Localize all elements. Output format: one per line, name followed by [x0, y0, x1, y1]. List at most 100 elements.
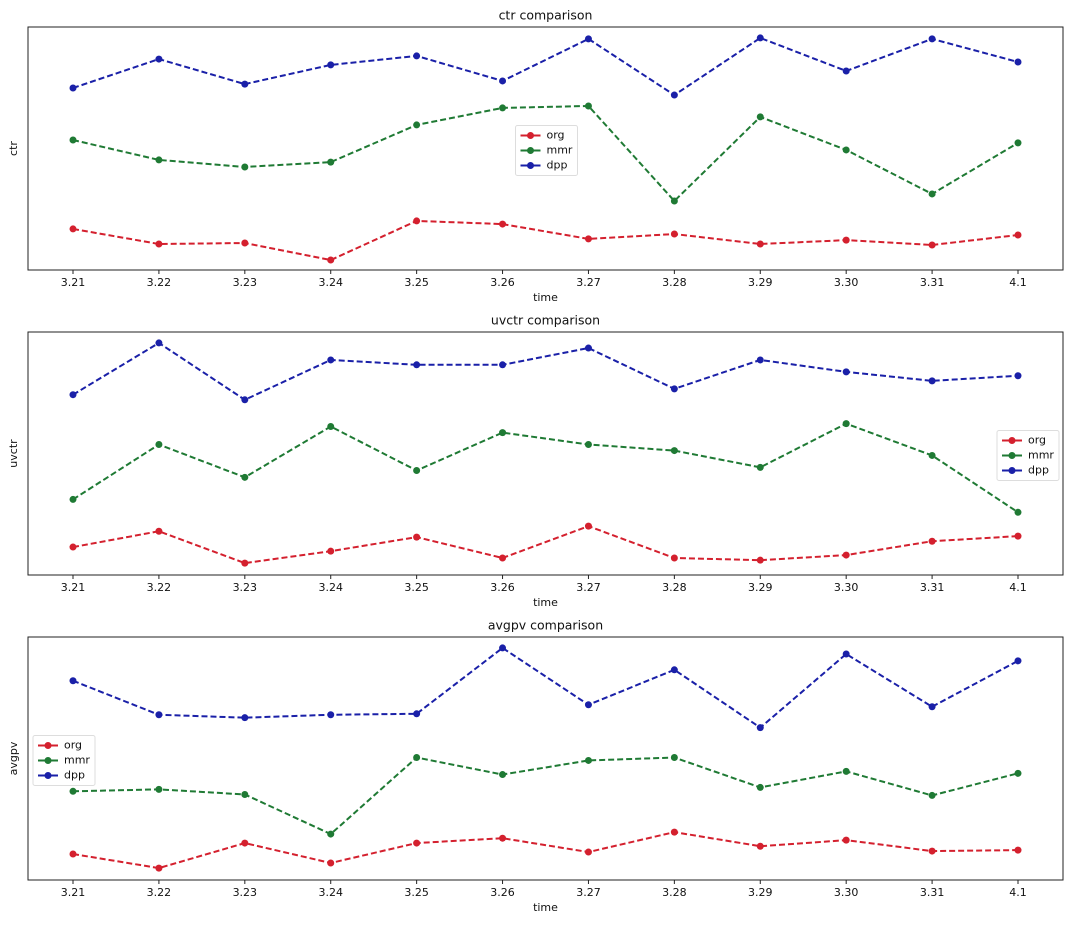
data-point — [413, 839, 421, 847]
data-point — [928, 241, 936, 249]
data-point — [69, 677, 77, 685]
data-point — [842, 67, 850, 75]
data-point — [842, 836, 850, 844]
data-point — [241, 163, 249, 171]
data-point — [413, 361, 421, 369]
x-tick-label: 3.29 — [748, 581, 773, 594]
x-tick-label: 3.25 — [404, 886, 429, 899]
data-point — [670, 447, 678, 455]
x-tick-label: 3.23 — [233, 886, 258, 899]
data-point — [69, 84, 77, 92]
x-tick-label: 3.23 — [233, 581, 258, 594]
data-point — [327, 158, 335, 166]
data-point — [1014, 372, 1022, 380]
legend: org mmr dpp — [32, 735, 96, 786]
data-point — [756, 842, 764, 850]
data-point — [584, 522, 592, 530]
x-tick-label: 3.21 — [61, 886, 86, 899]
data-point — [1014, 532, 1022, 540]
legend-marker — [44, 772, 52, 779]
data-point — [69, 543, 77, 551]
data-point — [327, 61, 335, 69]
legend: org mmr dpp — [515, 125, 578, 176]
data-point — [155, 785, 163, 793]
data-point — [413, 467, 421, 475]
data-point — [499, 361, 507, 369]
legend: org mmr dpp — [996, 430, 1060, 481]
data-point — [670, 385, 678, 393]
data-point — [756, 724, 764, 732]
data-point — [756, 113, 764, 121]
data-point — [241, 839, 249, 847]
data-point — [155, 55, 163, 63]
legend-label: dpp — [547, 159, 568, 172]
legend-marker — [1008, 467, 1016, 474]
series-line — [72, 756, 1019, 836]
data-point — [155, 864, 163, 872]
legend-marker — [44, 742, 52, 749]
x-tick-label: 3.28 — [662, 276, 687, 289]
legend-label: org — [1028, 434, 1046, 447]
legend-label: mmr — [64, 754, 90, 767]
data-point — [327, 859, 335, 867]
data-point — [327, 256, 335, 264]
data-point — [928, 791, 936, 799]
data-point — [413, 121, 421, 129]
plot-area — [27, 636, 1064, 881]
data-point — [413, 710, 421, 718]
chart-title: uvctr comparison — [491, 313, 600, 328]
series-line — [72, 341, 1019, 401]
x-tick-label: 3.24 — [318, 276, 343, 289]
chart-title: avgpv comparison — [488, 618, 603, 633]
data-point — [670, 666, 678, 674]
data-point — [327, 423, 335, 431]
data-point — [756, 783, 764, 791]
x-tick-label: 3.30 — [834, 886, 859, 899]
data-point — [1014, 657, 1022, 665]
data-point — [327, 356, 335, 364]
legend-label: mmr — [1028, 449, 1054, 462]
legend-marker — [1008, 452, 1016, 459]
data-point — [670, 554, 678, 562]
data-point — [69, 391, 77, 399]
data-point — [670, 91, 678, 99]
data-point — [499, 834, 507, 842]
data-point — [928, 703, 936, 711]
data-point — [756, 34, 764, 42]
data-point — [241, 239, 249, 247]
x-tick-label: 3.31 — [920, 276, 945, 289]
x-tick-label: 3.23 — [233, 276, 258, 289]
x-tick-label: 3.22 — [147, 581, 172, 594]
x-tick-label: 4.1 — [1009, 581, 1027, 594]
legend-label: org — [64, 739, 82, 752]
data-point — [670, 197, 678, 205]
data-point — [670, 828, 678, 836]
x-tick-label: 3.27 — [576, 276, 601, 289]
x-tick-label: 3.24 — [318, 886, 343, 899]
data-point — [756, 556, 764, 564]
data-point — [69, 225, 77, 233]
series-line — [72, 831, 1019, 870]
data-point — [842, 420, 850, 428]
data-point — [413, 52, 421, 60]
data-point — [1014, 508, 1022, 516]
data-point — [69, 136, 77, 144]
x-tick-label: 3.31 — [920, 886, 945, 899]
x-tick-label: 3.22 — [147, 886, 172, 899]
x-tick-label: 3.27 — [576, 886, 601, 899]
data-point — [241, 714, 249, 722]
data-point — [842, 368, 850, 376]
data-point — [327, 830, 335, 838]
series-line — [72, 646, 1019, 729]
data-point — [928, 451, 936, 459]
legend-label: dpp — [64, 769, 85, 782]
data-point — [584, 102, 592, 110]
data-point — [928, 35, 936, 43]
data-point — [842, 551, 850, 559]
x-tick-label: 3.24 — [318, 581, 343, 594]
x-tick-label: 3.27 — [576, 581, 601, 594]
data-point — [584, 344, 592, 352]
data-point — [155, 441, 163, 449]
data-point — [928, 537, 936, 545]
data-point — [499, 771, 507, 779]
